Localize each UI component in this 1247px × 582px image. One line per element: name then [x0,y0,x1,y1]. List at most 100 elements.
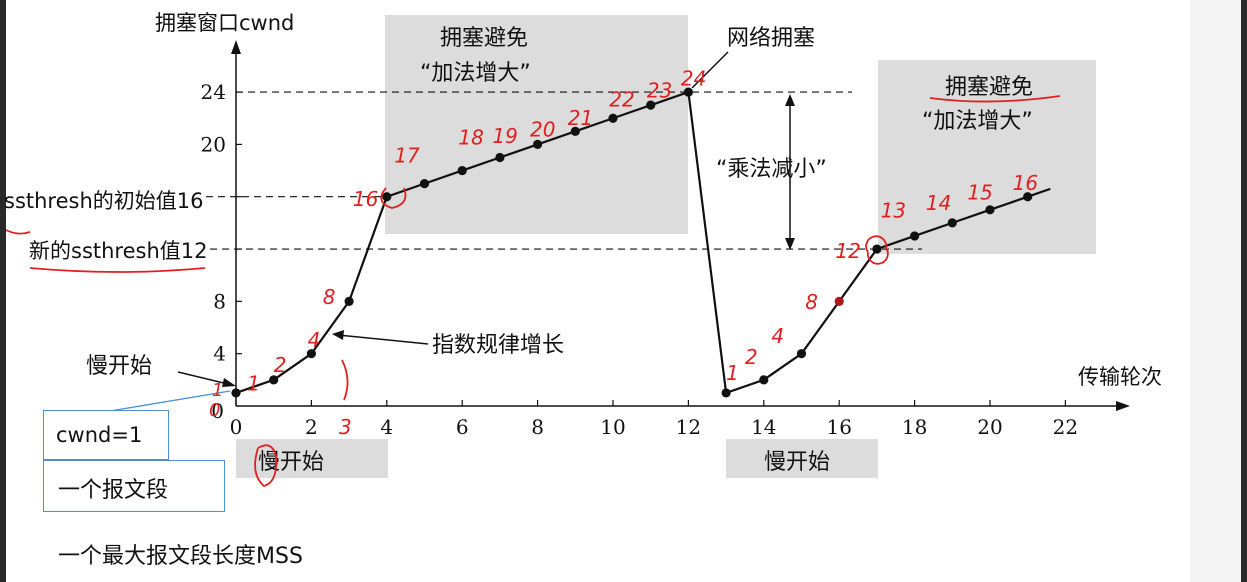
x-tick-label-22: 22 [1053,415,1078,439]
underline-threshold-initial [5,229,31,235]
hand-r2-15: 15 [967,180,992,204]
point-0 [231,388,241,398]
congestion-avoid-2-line2: “加法增大” [922,109,1033,134]
decrease-arrow-bottom-head [785,238,795,250]
point-14 [759,375,769,385]
y-tick-label-20: 20 [201,132,226,156]
threshold-initial-label: ssthresh的初始值16 [4,189,204,213]
point-13 [721,388,731,398]
x-tick-label-4: 4 [380,415,393,439]
point-1 [269,375,279,385]
point-5 [419,179,430,189]
point-17 [872,244,882,254]
hand-r2-4: 4 [771,324,784,348]
hand-r1-20: 20 [530,118,555,142]
point-3 [344,296,354,306]
underline-threshold-new [29,267,206,273]
hand-r1-8: 8 [323,285,336,309]
x-tick-label-18: 18 [902,415,927,439]
slow-start-pointer-head [222,378,236,387]
hand-r2-1: 1 [726,361,739,385]
y-axis-title: 拥塞窗口cwnd [155,11,294,35]
y-tick-label-8: 8 [213,289,226,313]
mss-note: 一个最大报文段长度MSS [58,544,303,569]
point-18 [910,231,920,241]
hand-r2-13: 13 [881,199,906,223]
point-2 [306,349,316,359]
multiplicative-decrease-label: “乘法减小” [716,157,827,182]
point-15 [796,349,807,359]
cwnd-box-text: cwnd=1 [56,423,143,447]
underline-avoid-2 [929,95,1061,103]
point-21 [1023,192,1033,202]
hand-r1-17: 17 [394,144,420,168]
x-tick-label-2: 2 [305,415,318,439]
x-tick-label-16: 16 [826,415,851,439]
circle-slow-start [254,444,278,487]
point-8 [533,139,543,149]
mark-x3-drop [341,359,349,401]
hand-r1-16: 16 [353,187,378,211]
y-tick-label-4: 4 [213,342,226,366]
point-19 [947,218,957,228]
circle-point-12 [865,235,889,265]
slow-start-arrow-label: 慢开始 [86,354,152,379]
annotation-arrows [177,51,791,386]
circle-point-16 [380,187,407,209]
congestion-avoid-1-line1: 拥塞避免 [440,26,528,51]
point-9 [570,126,580,136]
hand-r1-19: 19 [492,124,517,148]
hand-r1-22: 22 [609,87,634,111]
y-tick-label-0: 0 [211,399,224,423]
congestion-avoid-1-line2: “加法增大” [420,61,531,86]
x-tick-label-0: 0 [230,415,243,439]
point-10 [608,113,618,123]
axes [231,40,1130,411]
window-edge-left [0,0,6,582]
decrease-arrow-top-head [785,94,795,106]
hand-r1-23: 23 [647,78,672,102]
hand-r1-1: 1 [247,371,260,395]
cwnd-points [231,87,1033,398]
shade-slow-start-2 [726,439,878,478]
point-4 [382,192,392,202]
segment-box: 一个报文段 [43,460,225,512]
window-edge-right [1241,0,1247,582]
hand-axis-3: 3 [339,415,352,439]
exponential-pointer-head [332,330,344,340]
point-20 [985,205,995,215]
x-axis-title: 传输轮次 [1078,365,1162,389]
hand-r2-8: 8 [805,290,818,314]
dashed-guides [206,91,922,250]
hand-r1-24: 24 [681,67,706,91]
segment-box-text: 一个报文段 [58,478,169,503]
cwnd-line [235,90,1029,395]
exponential-pointer [337,334,429,345]
y-tick-label-24: 24 [201,80,226,104]
hand-r2-2: 2 [745,345,758,369]
y-axis-arrow [231,40,241,54]
hand-r1-2: 2 [274,353,287,377]
hand-r2-14: 14 [926,191,951,215]
hand-r2-12: 12 [835,239,860,263]
exponential-growth-label: 指数规律增长 [432,333,564,358]
shade-congestion-avoid-2 [878,60,1096,254]
slow-start-2-label: 慢开始 [764,450,830,475]
hand-r1-4: 4 [308,328,321,352]
point-11 [646,100,656,110]
threshold-new-label: 新的ssthresh值12 [29,239,208,263]
x-tick-label-10: 10 [600,415,625,439]
hand-r2-16: 16 [1013,171,1038,195]
x-tick-label-12: 12 [676,415,701,439]
point-12 [683,87,694,97]
hand-axis-0: 0 [209,400,220,421]
cwnd-callout-line [109,390,231,412]
cwnd-box: cwnd=1 [43,410,169,460]
x-tick-label-8: 8 [531,415,544,439]
point-6 [457,165,467,176]
x-tick-label-14: 14 [751,415,776,439]
shade-congestion-avoid-1 [385,15,688,234]
congestion-pointer [691,51,729,89]
